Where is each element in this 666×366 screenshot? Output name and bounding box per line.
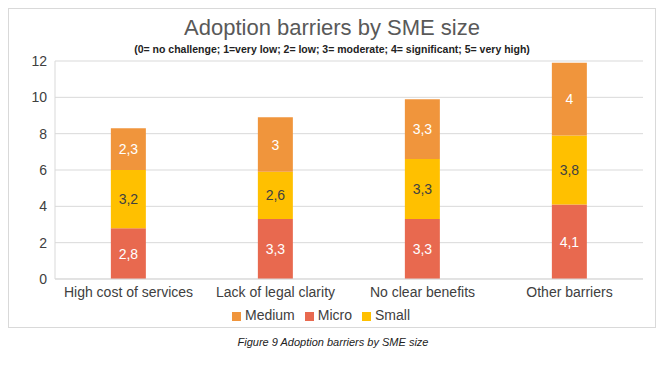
svg-text:3,3: 3,3 — [413, 181, 433, 197]
svg-text:2,3: 2,3 — [119, 141, 139, 157]
html-text:Adoption barriers by SME size: Adoption barriers by SME size — [184, 15, 480, 40]
svg-text:2,6: 2,6 — [266, 187, 286, 203]
svg-text:6: 6 — [39, 162, 47, 178]
svg-text:2: 2 — [39, 235, 47, 251]
svg-text:0: 0 — [39, 271, 47, 287]
html-text:Micro: Micro — [317, 307, 352, 323]
svg-text:2,8: 2,8 — [119, 246, 139, 262]
svg-text:High cost of services: High cost of services — [64, 284, 193, 300]
svg-text:Lack of legal clarity: Lack of legal clarity — [216, 284, 335, 300]
svg-text:8: 8 — [39, 126, 47, 142]
svg-text:3,3: 3,3 — [266, 241, 286, 257]
svg-text:3,8: 3,8 — [560, 162, 580, 178]
svg-text:Other barriers: Other barriers — [526, 284, 612, 300]
svg-text:4: 4 — [39, 198, 47, 214]
svg-text:3,2: 3,2 — [119, 191, 139, 207]
html-text:Figure 9 Adoption barriers by: Figure 9 Adoption barriers by SME size — [237, 336, 429, 348]
svg-text:3,3: 3,3 — [413, 241, 433, 257]
html-text:Small: Small — [375, 307, 410, 323]
svg-text:3: 3 — [271, 137, 279, 153]
svg-text:No clear benefits: No clear benefits — [370, 284, 475, 300]
svg-text:4: 4 — [565, 91, 573, 107]
html-text:(0= no challenge; 1=very low;: (0= no challenge; 1=very low; 2= low; 3=… — [134, 43, 530, 55]
svg-text:12: 12 — [31, 53, 47, 69]
svg-text:4,1: 4,1 — [560, 234, 580, 250]
svg-text:10: 10 — [31, 89, 47, 105]
html-text:Medium: Medium — [245, 307, 295, 323]
svg-text:3,3: 3,3 — [413, 121, 433, 137]
